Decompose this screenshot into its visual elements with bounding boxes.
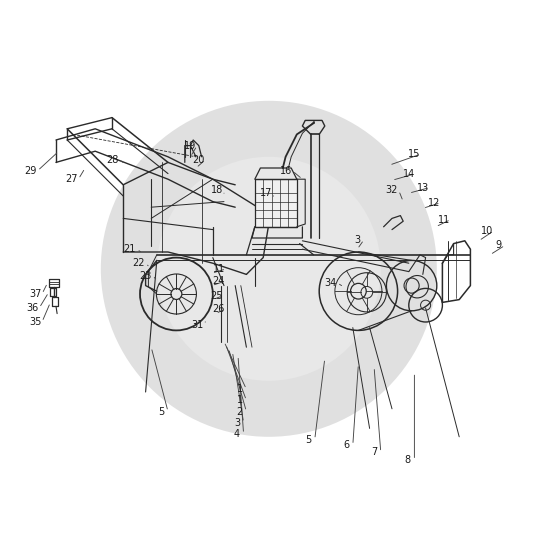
- Text: 34: 34: [324, 278, 337, 288]
- Text: 29: 29: [25, 166, 37, 176]
- Text: 1: 1: [237, 384, 242, 394]
- Text: 37: 37: [29, 289, 41, 299]
- Text: 31: 31: [192, 320, 204, 330]
- Text: 11: 11: [438, 214, 450, 225]
- Text: 2: 2: [236, 407, 243, 417]
- Text: 35: 35: [29, 317, 41, 327]
- Text: 24: 24: [212, 276, 225, 286]
- Text: 5: 5: [158, 407, 165, 417]
- Circle shape: [157, 157, 381, 381]
- Text: 1: 1: [237, 395, 242, 405]
- Text: 13: 13: [417, 183, 429, 193]
- Text: 36: 36: [26, 303, 39, 313]
- Text: 12: 12: [428, 198, 440, 208]
- Text: 11: 11: [213, 264, 226, 274]
- Text: 3: 3: [354, 235, 360, 245]
- Text: 25: 25: [210, 291, 222, 301]
- Text: 5: 5: [305, 435, 311, 445]
- Text: 8: 8: [405, 455, 410, 465]
- Text: 15: 15: [408, 149, 421, 159]
- Text: 20: 20: [193, 155, 205, 165]
- Text: 6: 6: [343, 440, 349, 450]
- Text: 9: 9: [496, 240, 501, 250]
- Text: 10: 10: [481, 226, 493, 236]
- Text: 7: 7: [371, 447, 377, 458]
- FancyBboxPatch shape: [255, 179, 297, 227]
- Text: 14: 14: [403, 169, 415, 179]
- Text: 19: 19: [184, 141, 197, 151]
- Text: 16: 16: [279, 166, 292, 176]
- Text: 28: 28: [106, 155, 118, 165]
- Text: 26: 26: [212, 304, 225, 314]
- Text: 18: 18: [211, 185, 223, 195]
- Circle shape: [101, 101, 437, 437]
- Text: 17: 17: [260, 188, 272, 198]
- Text: 4: 4: [234, 429, 240, 439]
- Text: 23: 23: [139, 270, 152, 281]
- Text: 32: 32: [386, 185, 398, 195]
- Text: 21: 21: [124, 244, 136, 254]
- Text: 27: 27: [66, 174, 78, 184]
- Text: 22: 22: [133, 258, 145, 268]
- Text: 3: 3: [234, 418, 240, 428]
